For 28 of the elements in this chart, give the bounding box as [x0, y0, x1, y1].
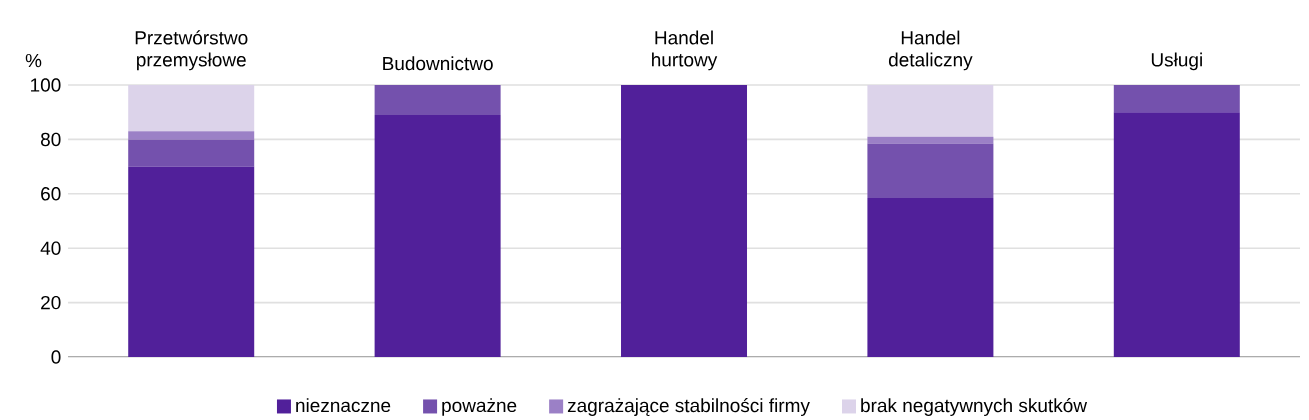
bar — [1113, 112, 1240, 358]
legend-label: poważne — [442, 398, 517, 416]
bar — [374, 114, 501, 358]
bar — [867, 85, 994, 137]
y-tick-label: 100 — [31, 78, 61, 92]
legend-label: nieznaczne — [296, 398, 391, 413]
bar — [128, 139, 255, 167]
y-tick-label: 80 — [40, 132, 61, 147]
bar — [128, 131, 255, 140]
x-tick-label: Przetwórstwo przemysłowe — [135, 30, 248, 71]
y-axis-title: % — [25, 53, 42, 68]
y-tick-label: 20 — [41, 295, 61, 310]
bar — [128, 166, 255, 358]
bar — [621, 85, 748, 358]
bar — [867, 197, 994, 358]
x-tick-label: Usługi — [1151, 52, 1202, 71]
x-tick-label: Handel detaliczny — [888, 30, 973, 71]
bar — [128, 85, 255, 132]
legend-label: zagrażające stabilności firmy — [567, 398, 810, 416]
legend-label: brak negatywnych skutków — [861, 398, 1088, 416]
y-tick-label: 60 — [41, 187, 61, 201]
y-tick-label: 40 — [40, 241, 61, 255]
bar — [374, 85, 501, 115]
bar — [1113, 85, 1240, 113]
x-tick-label: Budownictwo — [383, 56, 493, 71]
bar — [867, 143, 994, 198]
y-tick-label: 0 — [51, 350, 61, 364]
x-tick-label: Handel hurtowy — [652, 30, 718, 71]
